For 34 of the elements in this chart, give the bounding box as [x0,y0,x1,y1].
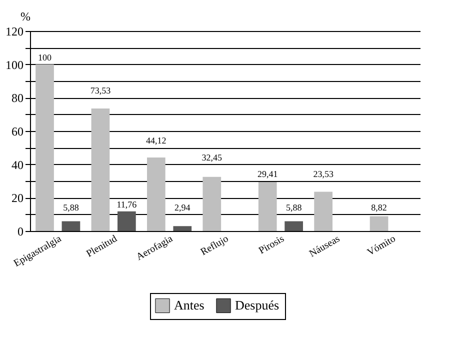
bar [370,216,388,231]
bar [202,176,222,231]
data-label: 73,53 [90,86,112,96]
bar [36,64,54,231]
data-label: 8,82 [371,202,387,212]
bar [147,157,166,231]
y-tick-label: 120 [6,24,24,38]
data-label: 5,88 [286,202,302,212]
data-label: 2,94 [174,202,191,212]
bar [91,108,110,231]
y-tick-label: 40 [12,158,24,172]
bar [314,192,332,231]
data-label: 11,76 [116,199,138,210]
bar [284,221,303,231]
y-tick-label: 100 [6,58,24,72]
bar [62,221,80,231]
bar [118,211,136,231]
data-label: 44,12 [146,136,166,146]
y-tick-label: 80 [12,91,24,106]
bar [173,226,192,231]
legend-label: Después [235,298,280,313]
data-label: 5,88 [63,202,80,212]
data-label: 29,41 [257,169,278,179]
x-tick-label: Pirosis [257,233,286,257]
data-label: 100 [38,52,52,62]
y-axis-title: % [20,10,30,24]
legend-label: Antes [174,298,204,313]
bar [258,182,277,231]
y-tick-label: 20 [12,191,24,206]
y-tick-label: 0 [18,224,24,238]
data-label: 32,45 [202,152,223,162]
data-label: 23,53 [313,169,334,179]
y-tick-label: 60 [12,124,24,138]
x-tick-label: Vómito [366,234,398,258]
